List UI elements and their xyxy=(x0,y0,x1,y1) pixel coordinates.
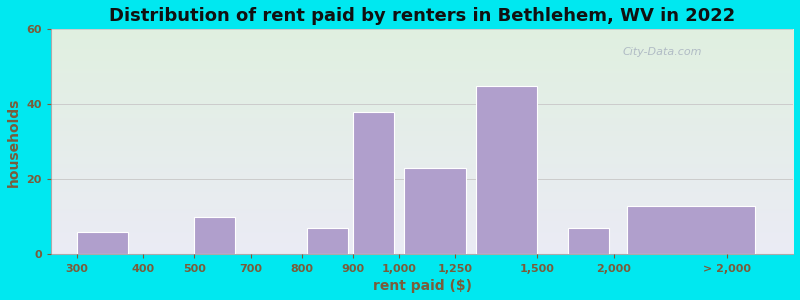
X-axis label: rent paid ($): rent paid ($) xyxy=(373,279,471,293)
Bar xyxy=(626,206,754,254)
Bar xyxy=(353,112,394,254)
Bar xyxy=(476,85,537,254)
Y-axis label: households: households xyxy=(7,97,21,187)
Title: Distribution of rent paid by renters in Bethlehem, WV in 2022: Distribution of rent paid by renters in … xyxy=(109,7,735,25)
Bar xyxy=(194,217,235,254)
Text: City-Data.com: City-Data.com xyxy=(622,47,702,57)
Bar xyxy=(568,228,609,254)
Bar xyxy=(404,168,466,254)
Bar xyxy=(77,232,128,254)
Bar xyxy=(307,228,348,254)
